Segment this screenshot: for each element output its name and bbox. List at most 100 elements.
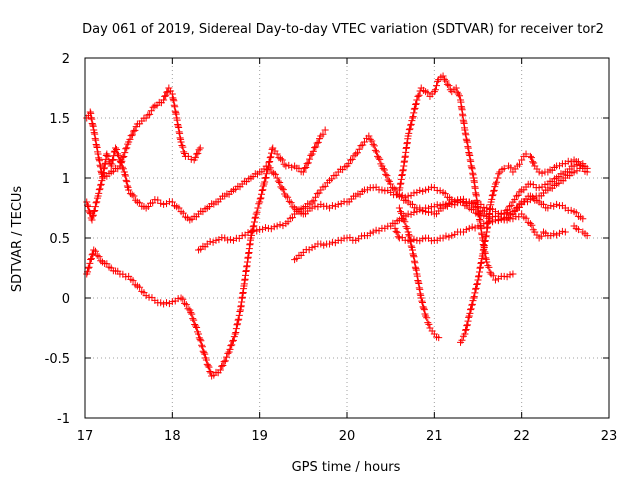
data-point — [236, 307, 244, 315]
data-point — [224, 349, 232, 357]
data-point — [174, 295, 182, 303]
data-point — [188, 310, 196, 318]
data-point — [507, 202, 515, 210]
data-point — [457, 198, 465, 206]
data-point — [273, 174, 281, 182]
data-point — [252, 213, 260, 221]
data-point — [489, 218, 497, 226]
data-point — [265, 158, 273, 166]
data-point — [462, 325, 470, 333]
data-point — [535, 184, 543, 192]
data-point — [84, 203, 92, 211]
data-point — [434, 77, 442, 85]
data-point — [564, 157, 572, 165]
data-point — [558, 227, 566, 235]
data-point — [369, 140, 377, 148]
data-point — [491, 276, 499, 284]
data-point — [287, 199, 295, 207]
data-point — [284, 193, 292, 201]
data-point — [561, 228, 569, 236]
data-point — [556, 229, 564, 237]
data-point — [303, 160, 311, 168]
data-point — [197, 337, 205, 345]
data-point — [264, 162, 272, 170]
data-point — [257, 194, 265, 202]
data-point — [350, 152, 358, 160]
data-point — [511, 196, 519, 204]
data-point — [583, 168, 591, 176]
data-point — [270, 223, 278, 231]
data-point — [229, 336, 237, 344]
data-point — [233, 321, 241, 329]
data-point — [398, 209, 406, 217]
data-point — [500, 164, 508, 172]
data-point — [310, 197, 318, 205]
data-point — [484, 262, 492, 270]
data-point — [93, 251, 101, 259]
data-point — [526, 152, 534, 160]
data-point — [184, 305, 192, 313]
y-tick-label: -0.5 — [45, 352, 70, 367]
data-point — [161, 92, 169, 100]
data-point — [258, 190, 266, 198]
data-point — [488, 195, 496, 203]
data-point — [463, 321, 471, 329]
data-point — [263, 170, 271, 178]
data-point — [266, 157, 274, 165]
data-point — [282, 192, 290, 200]
data-point — [355, 145, 363, 153]
data-point — [483, 204, 491, 212]
data-point — [366, 229, 374, 237]
data-point — [154, 196, 162, 204]
data-point — [274, 177, 282, 185]
data-point — [231, 330, 239, 338]
y-tick-label: -1 — [57, 412, 70, 427]
data-point — [527, 154, 535, 162]
data-point — [87, 255, 95, 263]
data-point — [261, 174, 269, 182]
data-point — [514, 191, 522, 199]
data-point — [227, 342, 235, 350]
x-tick-label: 22 — [513, 429, 530, 444]
data-point — [368, 137, 376, 145]
data-point — [467, 305, 475, 313]
data-point — [131, 126, 139, 134]
data-point — [405, 232, 413, 240]
data-point — [334, 200, 342, 208]
data-point — [464, 317, 472, 325]
data-point — [352, 150, 360, 158]
data-point — [258, 187, 266, 195]
data-point — [410, 109, 418, 117]
data-point — [92, 199, 100, 207]
data-point — [252, 210, 260, 218]
data-point — [232, 325, 240, 333]
data-point — [529, 158, 537, 166]
data-point — [259, 225, 267, 233]
data-point — [206, 367, 214, 375]
data-point — [216, 366, 224, 374]
data-point — [454, 199, 462, 207]
data-point — [359, 141, 367, 149]
data-point — [249, 223, 257, 231]
data-point — [266, 154, 274, 162]
data-point — [96, 185, 104, 193]
data-point — [380, 166, 388, 174]
data-point — [198, 343, 206, 351]
data-point — [372, 226, 380, 234]
data-point — [483, 258, 491, 266]
data-point — [130, 127, 138, 135]
data-point — [104, 152, 112, 160]
data-point — [357, 142, 365, 150]
data-point — [473, 281, 481, 289]
data-point — [402, 223, 410, 231]
data-point — [112, 144, 120, 152]
data-point — [409, 113, 417, 121]
data-point — [229, 337, 237, 345]
data-point — [503, 216, 511, 224]
data-point — [123, 178, 131, 186]
data-point — [480, 212, 488, 220]
data-point — [509, 270, 517, 278]
plot-frame — [84, 57, 610, 419]
data-point — [375, 154, 383, 162]
